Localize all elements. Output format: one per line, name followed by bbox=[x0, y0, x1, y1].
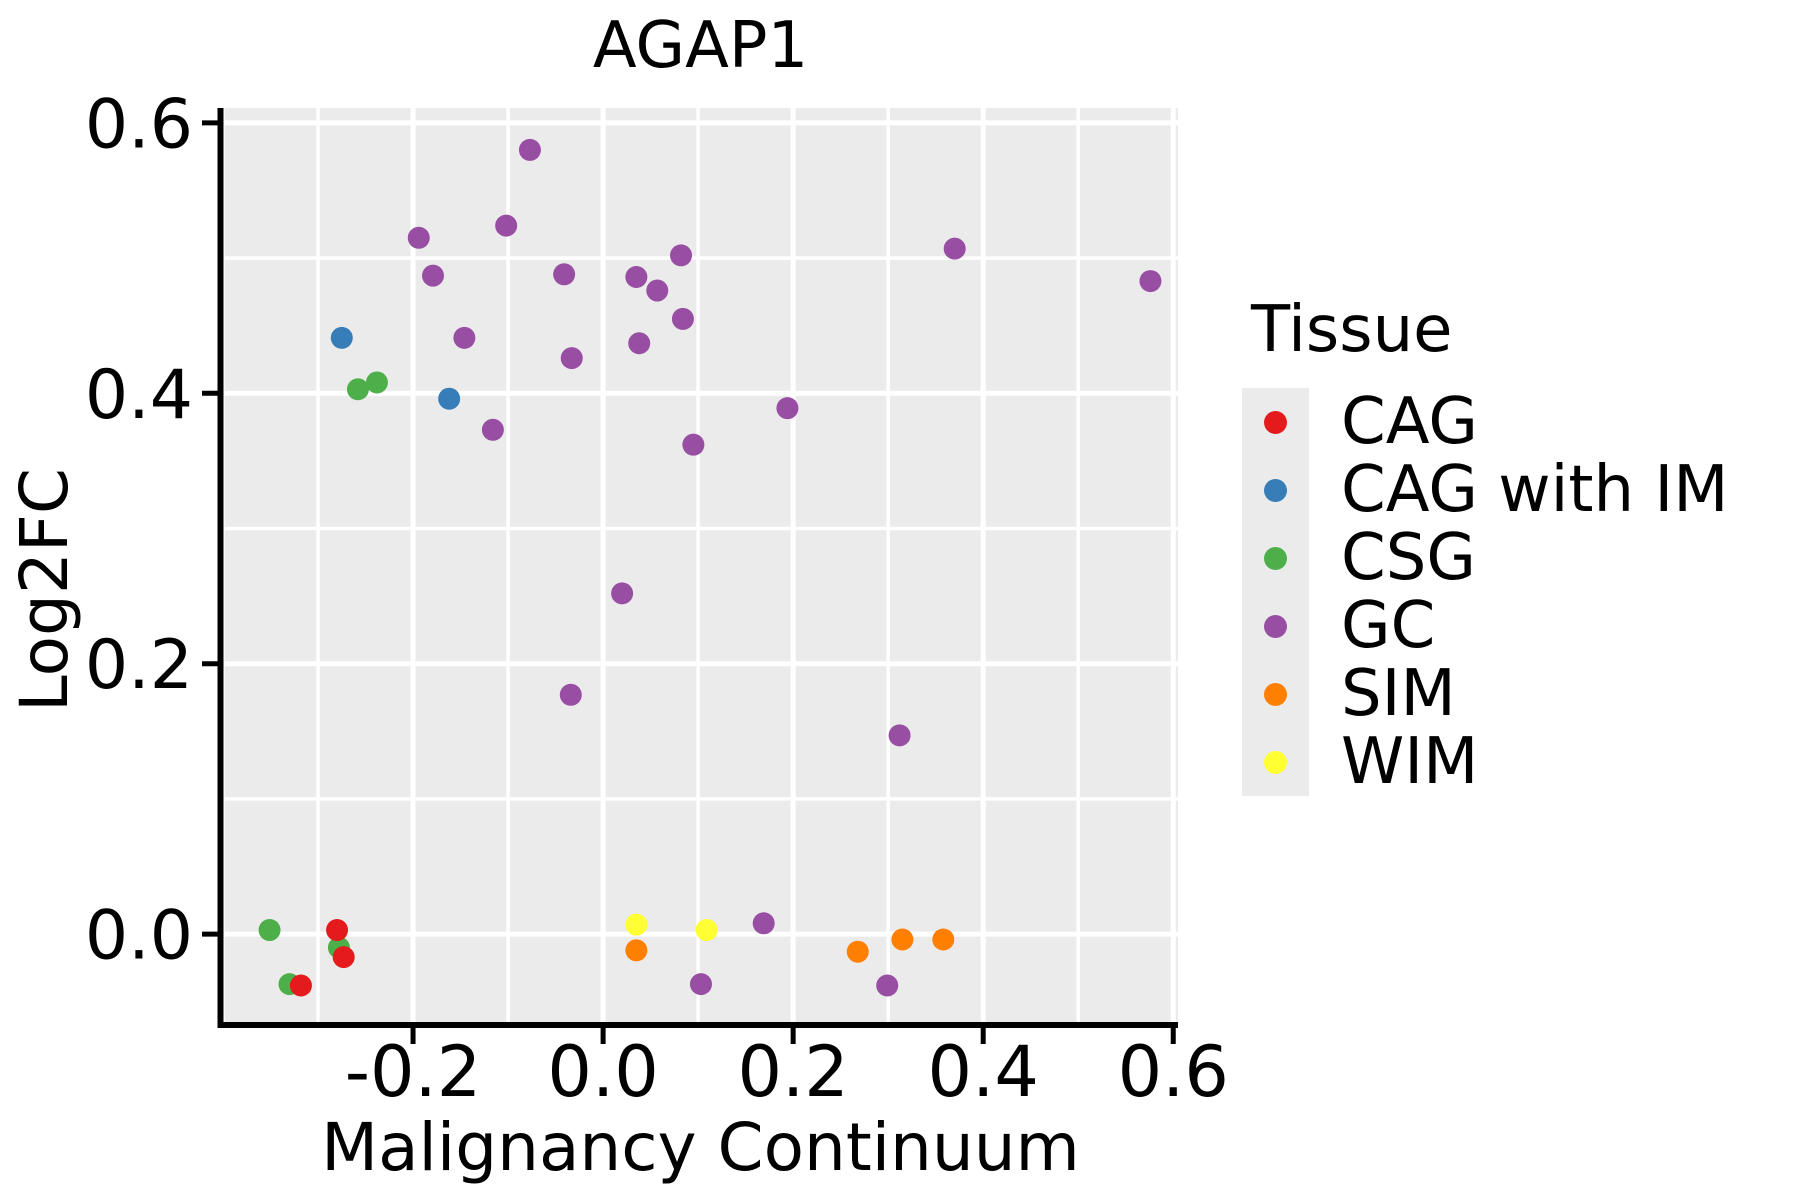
scatter-point-CSG bbox=[258, 919, 281, 942]
scatter-point-SIM bbox=[846, 940, 869, 963]
scatter-point-CAG-with-IM bbox=[438, 387, 461, 410]
scatter-point-GC bbox=[453, 326, 476, 349]
legend-item-SIM: SIM bbox=[1242, 660, 1729, 728]
x-tick-label: 0.2 bbox=[737, 1031, 848, 1113]
scatter-point-GC bbox=[625, 266, 648, 289]
scatter-point-GC bbox=[1139, 270, 1162, 293]
scatter-point-GC bbox=[671, 307, 694, 330]
legend-dot-icon bbox=[1264, 750, 1287, 774]
legend-key bbox=[1242, 592, 1309, 660]
scatter-point-GC bbox=[553, 263, 576, 286]
scatter-point-GC bbox=[752, 912, 775, 935]
legend-dot-icon bbox=[1264, 546, 1287, 570]
scatter-point-GC bbox=[888, 724, 911, 747]
legend-dot-icon bbox=[1264, 682, 1287, 706]
scatter-point-CAG bbox=[289, 974, 312, 997]
legend-dot-icon bbox=[1264, 410, 1287, 434]
legend-item-CSG: CSG bbox=[1242, 524, 1729, 592]
legend-key bbox=[1242, 524, 1309, 592]
legend-item-GC: GC bbox=[1242, 592, 1729, 660]
scatter-point-GC bbox=[518, 138, 541, 161]
legend-item-label: CSG bbox=[1341, 521, 1476, 595]
scatter-point-GC bbox=[481, 418, 504, 441]
scatter-point-CAG-with-IM bbox=[330, 326, 353, 349]
x-tick-label: 0.0 bbox=[547, 1031, 658, 1113]
x-tick-label: 0.6 bbox=[1118, 1031, 1229, 1113]
scatter-point-SIM bbox=[891, 928, 914, 951]
scatter-point-GC bbox=[407, 226, 430, 249]
x-tick-label: 0.4 bbox=[928, 1031, 1039, 1113]
y-tick-label: 0.6 bbox=[85, 85, 193, 164]
scatter-point-GC bbox=[943, 237, 966, 260]
legend-item-label: GC bbox=[1341, 589, 1436, 663]
scatter-point-GC bbox=[689, 973, 712, 996]
legend-item-label: SIM bbox=[1341, 657, 1456, 731]
y-tick-label: 0.0 bbox=[85, 897, 193, 976]
legend-key bbox=[1242, 388, 1309, 456]
scatter-point-GC bbox=[495, 214, 518, 237]
legend-item-CAG: CAG bbox=[1242, 388, 1729, 456]
scatter-point-CAG bbox=[326, 919, 349, 942]
scatter-point-SIM bbox=[625, 939, 648, 962]
y-tick-label: 0.4 bbox=[85, 356, 193, 435]
legend-item-label: WIM bbox=[1341, 725, 1479, 799]
legend-item-label: CAG with IM bbox=[1341, 453, 1729, 527]
scatter-point-WIM bbox=[695, 919, 718, 942]
scatter-point-GC bbox=[422, 264, 445, 287]
scatter-point-GC bbox=[670, 244, 693, 267]
legend-key bbox=[1242, 728, 1309, 796]
y-axis-title: Log2FC bbox=[6, 468, 83, 712]
x-tick-label: -0.2 bbox=[345, 1031, 482, 1113]
legend-key bbox=[1242, 660, 1309, 728]
scatter-point-GC bbox=[560, 347, 583, 370]
plot-title: AGAP1 bbox=[592, 9, 809, 83]
plot-panel bbox=[223, 108, 1178, 1022]
legend-key bbox=[1242, 456, 1309, 524]
legend-items: CAG CAG with IM CSG GC SIM WIM bbox=[1242, 388, 1729, 796]
legend: Tissue CAG CAG with IM CSG GC SIM WIM bbox=[1242, 295, 1729, 796]
scatter-point-GC bbox=[646, 279, 669, 302]
scatter-point-GC bbox=[559, 683, 582, 706]
scatter-point-GC bbox=[628, 332, 651, 355]
x-axis-title: Malignancy Continuum bbox=[321, 1109, 1080, 1186]
legend-dot-icon bbox=[1264, 478, 1287, 502]
y-tick-label: 0.2 bbox=[85, 626, 193, 705]
scatter-point-GC bbox=[776, 397, 799, 420]
scatter-point-WIM bbox=[625, 913, 648, 936]
scatter-point-CSG bbox=[346, 378, 369, 401]
legend-title: Tissue bbox=[1251, 293, 1453, 367]
scatter-point-GC bbox=[611, 582, 634, 605]
legend-item-WIM: WIM bbox=[1242, 728, 1729, 796]
scatter-point-SIM bbox=[932, 928, 955, 951]
scatter-point-CSG bbox=[365, 371, 388, 394]
scatter-point-GC bbox=[876, 974, 899, 997]
legend-item-CAG-with-IM: CAG with IM bbox=[1242, 456, 1729, 524]
legend-dot-icon bbox=[1264, 614, 1287, 638]
scatter-point-GC bbox=[682, 433, 705, 456]
legend-item-label: CAG bbox=[1341, 385, 1478, 459]
scatter-point-CAG bbox=[332, 946, 355, 969]
